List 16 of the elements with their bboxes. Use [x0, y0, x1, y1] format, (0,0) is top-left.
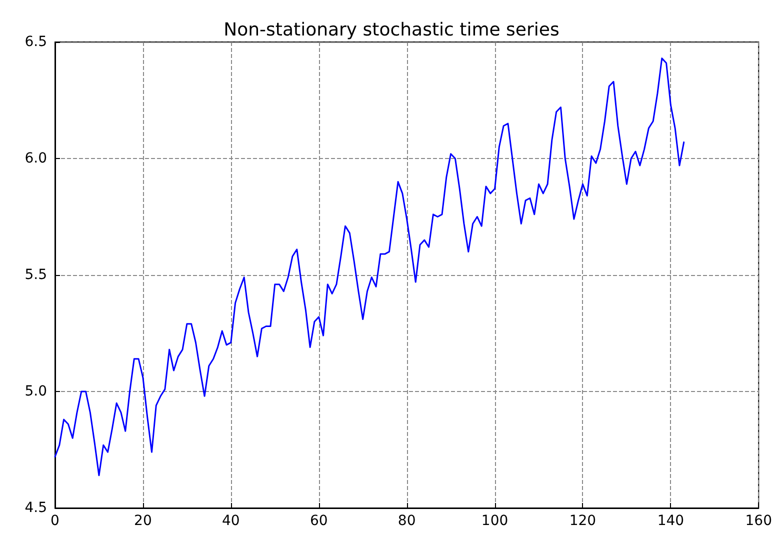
x-tick-label: 40 [222, 513, 240, 529]
y-tick-label: 6.0 [24, 150, 47, 166]
y-tick-label: 5.0 [24, 384, 47, 400]
x-tick-label: 0 [50, 513, 60, 529]
y-tick-label: 5.5 [24, 267, 47, 283]
y-tick-label: 6.5 [24, 34, 47, 50]
x-tick-label: 100 [481, 513, 508, 529]
chart-title: Non-stationary stochastic time series [224, 20, 560, 40]
line-series [54, 58, 685, 476]
y-tick-label: 4.5 [24, 500, 47, 516]
x-tick-label: 120 [569, 513, 596, 529]
x-tick-label: 20 [134, 513, 152, 529]
x-tick-label: 80 [398, 513, 416, 529]
x-tick-label: 160 [745, 513, 772, 529]
x-tick-label: 140 [657, 513, 684, 529]
x-tick-label: 60 [310, 513, 328, 529]
